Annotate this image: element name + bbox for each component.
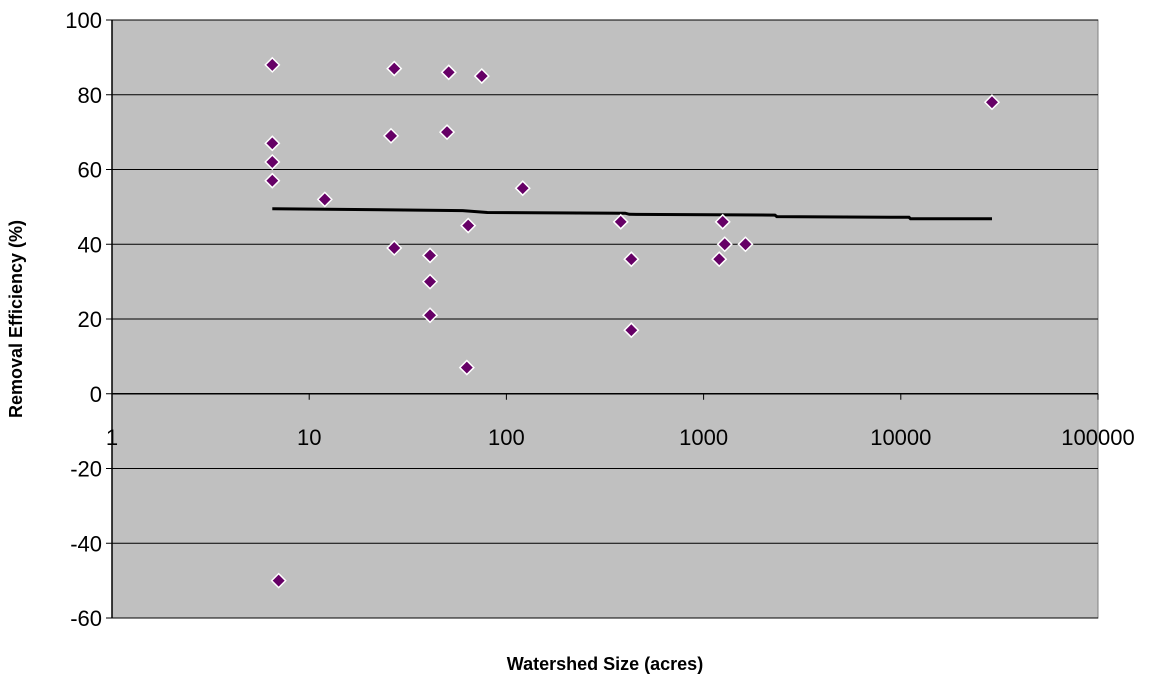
data-point xyxy=(264,153,281,171)
data-point xyxy=(382,127,400,144)
data-point xyxy=(714,213,731,230)
data-point xyxy=(716,236,733,253)
data-point xyxy=(514,180,531,197)
data-point xyxy=(438,124,456,141)
y-tick-label: 0 xyxy=(90,382,102,407)
y-tick-label: -60 xyxy=(70,606,102,631)
y-tick-labels: 100 80 60 40 20 0 -20 -40 -60 xyxy=(65,8,102,631)
x-tick-label: 10 xyxy=(297,425,321,450)
y-axis-title: Removal Efficiency (%) xyxy=(6,220,26,418)
data-point xyxy=(983,94,1001,111)
data-points xyxy=(264,56,1001,589)
data-point xyxy=(264,172,281,189)
data-point xyxy=(421,273,439,290)
y-tick-label: 40 xyxy=(78,232,102,257)
y-tick-label: -40 xyxy=(70,531,102,556)
x-tick-label: 100 xyxy=(488,425,525,450)
data-point xyxy=(460,217,477,234)
data-point xyxy=(711,251,728,268)
x-tick-label: 1 xyxy=(106,425,118,450)
data-point xyxy=(316,191,333,208)
x-tick-labels: 1 10 100 1000 10000 100000 xyxy=(106,425,1135,450)
data-point xyxy=(264,56,281,73)
data-point xyxy=(612,213,629,230)
y-tick-label: -20 xyxy=(70,457,102,482)
x-tick-label: 100000 xyxy=(1061,425,1134,450)
x-tick-label: 10000 xyxy=(870,425,931,450)
data-point xyxy=(623,322,640,339)
data-point xyxy=(421,247,439,264)
data-point xyxy=(270,572,287,589)
data-point xyxy=(458,359,475,376)
data-point xyxy=(737,236,754,253)
trend-line xyxy=(272,207,992,221)
y-tick-label: 100 xyxy=(65,8,102,33)
axes xyxy=(111,20,1099,618)
data-point xyxy=(264,135,281,152)
data-point xyxy=(473,68,490,85)
data-point xyxy=(421,307,439,324)
data-point xyxy=(623,251,640,268)
trend-line-path xyxy=(272,207,992,221)
y-tick-label: 60 xyxy=(78,158,102,183)
y-tick-label: 80 xyxy=(78,83,102,108)
data-point xyxy=(386,239,403,257)
data-point xyxy=(440,64,457,81)
x-tick-label: 1000 xyxy=(679,425,728,450)
x-axis-title: Watershed Size (acres) xyxy=(507,654,703,674)
data-point xyxy=(386,60,403,77)
y-tick-label: 20 xyxy=(78,307,102,332)
